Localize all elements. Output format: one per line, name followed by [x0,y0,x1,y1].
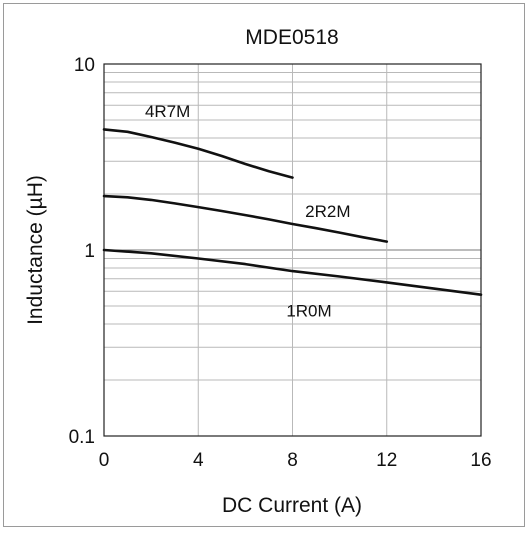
series-line-1r0m [102,248,483,296]
y-tick-label: 1 [84,241,95,262]
x-tick-label: 0 [99,450,110,471]
y-tick-label: 0.1 [69,427,95,448]
x-tick-label: 8 [287,450,298,471]
x-tick-label: 16 [470,450,491,471]
y-tick-label: 10 [74,55,95,76]
tick-labels: 0 4 8 12 16 0.1 1 10 [69,55,492,471]
series-label-2r2m: 2R2M [305,202,350,221]
y-axis-label: Inductance (µH) [24,175,47,325]
series-line-2r2m [102,194,389,243]
chart-title: MDE0518 [245,26,338,49]
x-axis-label: DC Current (A) [222,494,362,517]
x-tick-label: 12 [376,450,397,471]
chart-frame [3,3,525,527]
series-line-4r7m [102,128,294,179]
series-lines: 4R7M 2R2M 1R0M [102,102,483,320]
x-tick-label: 4 [193,450,204,471]
series-label-1r0m: 1R0M [286,301,331,320]
series-label-4r7m: 4R7M [145,102,190,121]
